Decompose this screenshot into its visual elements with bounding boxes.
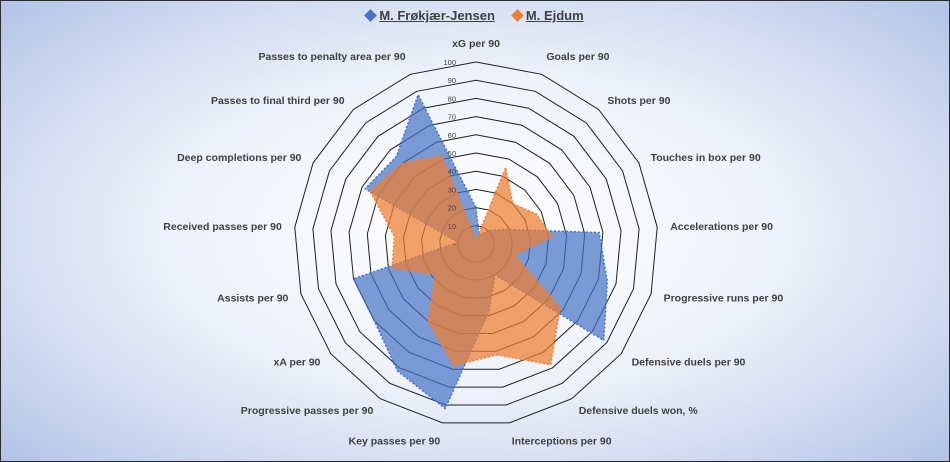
axis-label-defensive-duels-per-90: Defensive duels per 90	[632, 357, 746, 369]
legend: M. Frøkjær-Jensen M. Ejdum	[1, 8, 949, 23]
legend-label-series-1: M. Frøkjær-Jensen	[379, 8, 495, 23]
tick-label-0: -	[454, 240, 457, 249]
grid-ring-90	[312, 79, 640, 406]
tick-label-20: 20	[448, 204, 456, 213]
tick-label-30: 30	[448, 185, 456, 194]
tick-label-100: 100	[443, 58, 456, 67]
tick-label-90: 90	[448, 76, 456, 85]
legend-entry-series-1[interactable]: M. Frøkjær-Jensen	[364, 8, 495, 23]
legend-entry-series-2[interactable]: M. Ejdum	[511, 8, 584, 23]
legend-label-series-2: M. Ejdum	[525, 8, 584, 23]
axis-label-progressive-passes-per-90: Progressive passes per 90	[241, 405, 374, 417]
axis-label-progressive-runs-per-90: Progressive runs per 90	[664, 292, 784, 304]
axis-label-received-passes-per-90: Received passes per 90	[163, 221, 282, 233]
tick-label-10: 10	[448, 222, 456, 231]
axis-label-shots-per-90: Shots per 90	[607, 95, 670, 107]
axis-label-goals-per-90: Goals per 90	[546, 51, 609, 63]
axis-label-passes-to-final-third-per-90: Passes to final third per 90	[211, 95, 345, 107]
tick-label-60: 60	[448, 131, 456, 140]
grid-ring-70	[348, 116, 604, 370]
grid-ring-100	[294, 61, 658, 424]
tick-label-70: 70	[448, 113, 456, 122]
tick-label-80: 80	[448, 94, 456, 103]
axis-label-passes-to-penalty-area-per-90: Passes to penalty area per 90	[259, 51, 406, 63]
axis-label-xa-per-90: xA per 90	[274, 357, 321, 369]
axis-label-defensive-duels-won: Defensive duels won, %	[579, 405, 699, 417]
axis-label-assists-per-90: Assists per 90	[217, 292, 288, 304]
grid-ring-80	[330, 97, 622, 388]
series-area-2	[369, 154, 561, 367]
axis-label-deep-completions-per-90: Deep completions per 90	[177, 152, 301, 164]
tick-label-50: 50	[448, 149, 456, 158]
tick-label-40: 40	[448, 167, 456, 176]
axis-label-key-passes-per-90: Key passes per 90	[349, 436, 441, 448]
axis-label-xg-per-90: xG per 90	[452, 38, 500, 50]
axis-label-interceptions-per-90: Interceptions per 90	[512, 436, 612, 448]
axis-label-touches-in-box-per-90: Touches in box per 90	[651, 152, 761, 164]
axis-label-accelerations-per-90: Accelerations per 90	[670, 221, 773, 233]
